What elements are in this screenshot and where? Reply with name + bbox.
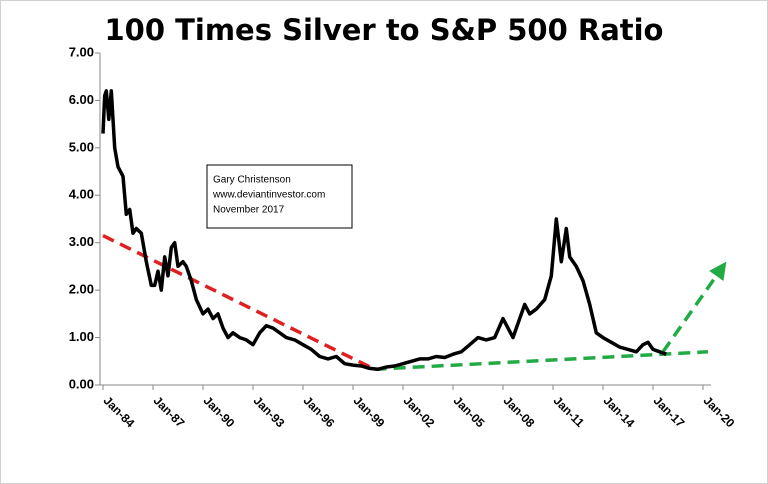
y-tick-label: 6.00: [69, 92, 94, 107]
y-tick-label: 1.00: [69, 329, 94, 344]
trend-line: [102, 234, 376, 371]
y-tick-label: 0.00: [69, 376, 94, 391]
annotation-box: [206, 164, 353, 229]
trend-line: [661, 261, 727, 353]
data-line: [101, 89, 667, 372]
y-tick-label: 2.00: [69, 282, 94, 297]
annotation: www.deviantinvestor.com: [212, 190, 325, 201]
annotation: November 2017: [213, 205, 285, 216]
y-tick-label: 3.00: [69, 234, 94, 249]
y-tick-label: 7.00: [69, 44, 94, 59]
y-tick-label: 4.00: [69, 187, 94, 202]
y-tick-label: 5.00: [69, 139, 94, 154]
annotation: Gary Christenson: [213, 175, 291, 186]
chart-title: 100 Times Silver to S&P 500 Ratio: [104, 13, 663, 47]
